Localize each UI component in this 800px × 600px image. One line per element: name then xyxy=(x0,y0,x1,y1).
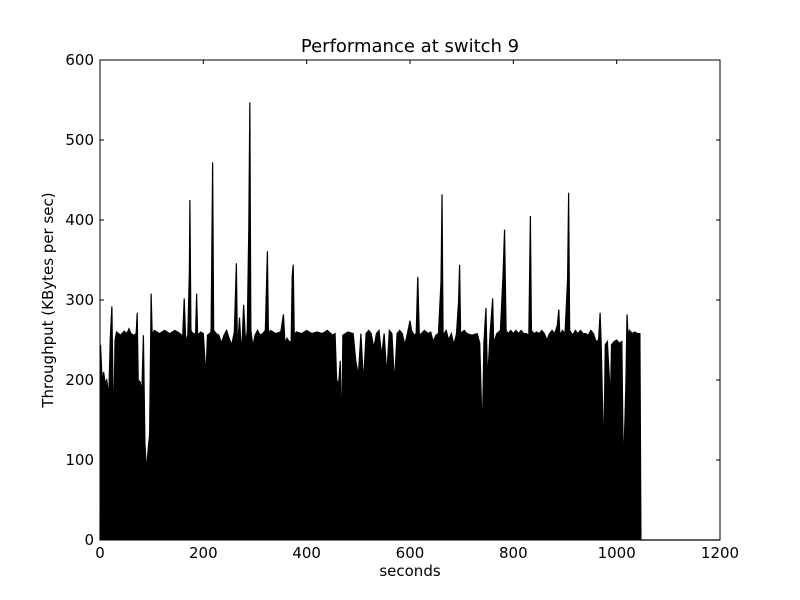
y-tick-label: 600 xyxy=(65,51,94,69)
series-0-line xyxy=(99,102,720,541)
x-tick-label: 1000 xyxy=(598,544,636,562)
x-tick-label: 0 xyxy=(95,544,105,562)
y-tick-label: 300 xyxy=(65,291,94,309)
x-axis-label: seconds xyxy=(379,562,440,580)
x-tick-label: 1200 xyxy=(701,544,739,562)
chart-title: Performance at switch 9 xyxy=(301,36,519,57)
y-tick-label: 100 xyxy=(65,451,94,469)
x-tick-label: 400 xyxy=(292,544,321,562)
y-axis-label: Throughput (KBytes per sec) xyxy=(39,192,57,408)
ticks-layer: 0 200 400 600 800 1000 1200 0 100 200 300 400 500 600 xyxy=(65,51,739,562)
y-tick-label: 0 xyxy=(84,531,94,549)
plot-frame xyxy=(99,59,721,541)
y-tick-label: 400 xyxy=(65,211,94,229)
x-tick-label: 600 xyxy=(396,544,425,562)
series-layer xyxy=(99,102,720,541)
x-tick-label: 200 xyxy=(189,544,218,562)
y-tick-label: 200 xyxy=(65,371,94,389)
y-tick-label: 500 xyxy=(65,131,94,149)
x-tick-label: 800 xyxy=(499,544,528,562)
